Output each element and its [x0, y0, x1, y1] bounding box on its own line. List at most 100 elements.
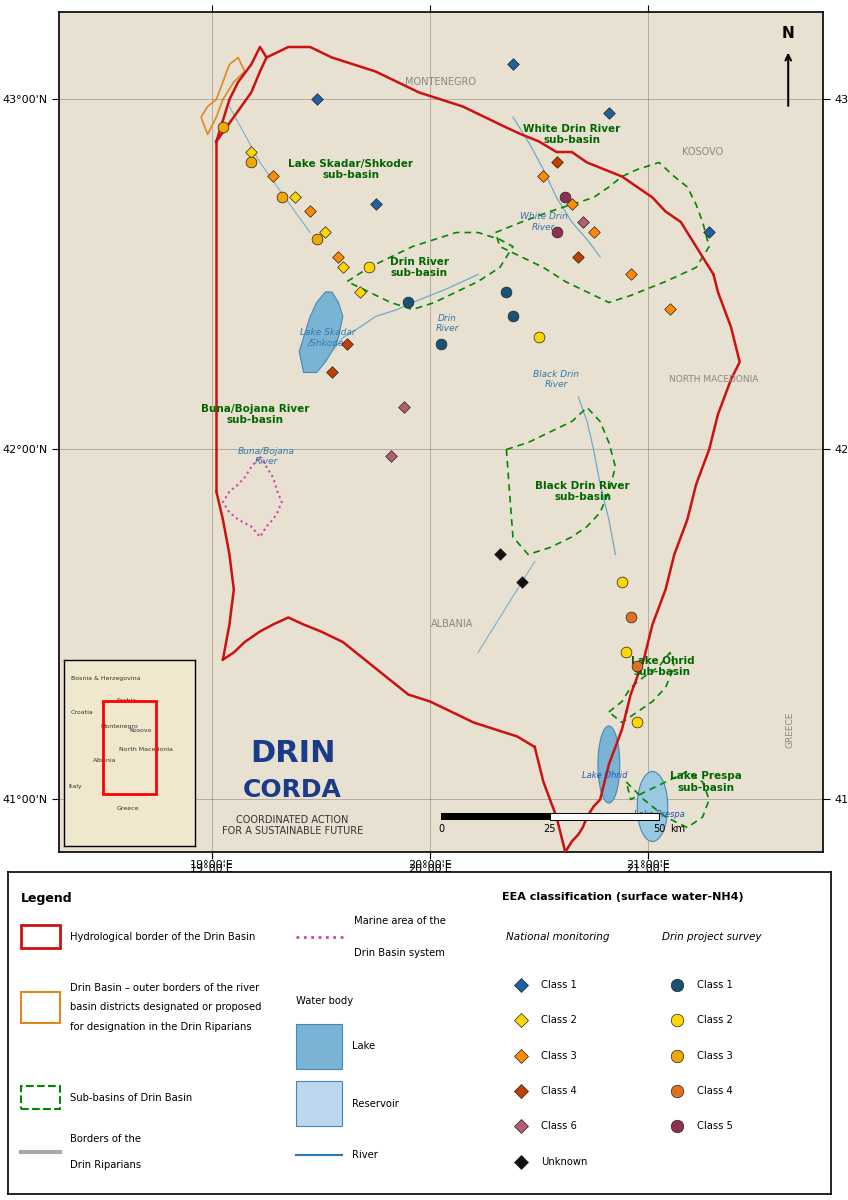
Text: N: N: [782, 26, 795, 41]
Polygon shape: [299, 292, 343, 372]
Text: CORDA: CORDA: [243, 778, 342, 802]
Text: DRIN: DRIN: [250, 739, 335, 768]
Text: Class 2: Class 2: [541, 1015, 577, 1025]
Text: Class 3: Class 3: [697, 1051, 733, 1061]
Point: [401, 293, 415, 312]
Text: Drin
River: Drin River: [436, 313, 459, 334]
Text: GREECE: GREECE: [785, 712, 795, 748]
Text: 21°00'E: 21°00'E: [626, 860, 670, 870]
Point: [576, 212, 589, 232]
Point: [336, 258, 349, 277]
Text: Reservoir: Reservoir: [352, 1099, 399, 1109]
Point: [587, 223, 600, 242]
Text: Montenegro: Montenegro: [100, 725, 138, 730]
Text: Buna/Bojana River
sub-basin: Buna/Bojana River sub-basin: [201, 403, 310, 425]
Point: [533, 328, 546, 347]
Text: Class 2: Class 2: [697, 1015, 733, 1025]
Point: [702, 223, 716, 242]
Point: [624, 265, 638, 284]
Text: 19°00'E: 19°00'E: [190, 860, 234, 870]
Point: [304, 202, 317, 221]
Text: River: River: [352, 1151, 378, 1160]
Point: [615, 572, 628, 592]
Text: Lake Ohrid: Lake Ohrid: [582, 772, 628, 780]
Text: Black Drin
River: Black Drin River: [533, 370, 579, 389]
Text: Croatia: Croatia: [70, 709, 93, 714]
Text: 50: 50: [653, 824, 665, 834]
Point: [244, 152, 258, 172]
Point: [362, 258, 376, 277]
Point: [244, 143, 258, 162]
Point: [288, 188, 302, 208]
FancyBboxPatch shape: [297, 1024, 342, 1068]
Text: Lake Ohrid
sub-basin: Lake Ohrid sub-basin: [631, 655, 695, 677]
Text: COORDINATED ACTION
FOR A SUSTAINABLE FUTURE: COORDINATED ACTION FOR A SUSTAINABLE FUT…: [222, 815, 363, 836]
Text: Lake Prespa
sub-basin: Lake Prespa sub-basin: [670, 772, 742, 793]
Text: Marine area of the: Marine area of the: [354, 916, 446, 925]
Text: Black Drin River
sub-basin: Black Drin River sub-basin: [535, 481, 630, 503]
Text: Lake Prespa: Lake Prespa: [633, 810, 684, 818]
Text: Water body: Water body: [297, 996, 354, 1006]
Text: North Macedonia: North Macedonia: [119, 746, 173, 751]
FancyBboxPatch shape: [297, 1081, 342, 1127]
Text: National monitoring: National monitoring: [506, 931, 610, 942]
Point: [565, 194, 578, 214]
Text: Class 1: Class 1: [697, 980, 733, 990]
Point: [275, 188, 288, 208]
Point: [369, 194, 382, 214]
Point: [332, 247, 345, 266]
Point: [216, 118, 230, 137]
Text: Class 6: Class 6: [541, 1122, 577, 1132]
Point: [310, 90, 323, 109]
Text: Albania: Albania: [92, 758, 116, 763]
Text: White Drin River
sub-basin: White Drin River sub-basin: [523, 124, 621, 145]
Point: [550, 223, 563, 242]
Text: Drin Basin system: Drin Basin system: [354, 948, 445, 958]
Text: White Drin
River: White Drin River: [520, 212, 567, 232]
Text: Class 3: Class 3: [541, 1051, 577, 1061]
Point: [506, 307, 520, 326]
Point: [310, 230, 323, 250]
Point: [572, 247, 585, 266]
Text: 0: 0: [438, 824, 444, 834]
Text: Lake: Lake: [352, 1042, 376, 1051]
Point: [354, 282, 367, 301]
Text: Class 1: Class 1: [541, 980, 577, 990]
Text: Class 4: Class 4: [541, 1086, 577, 1096]
Ellipse shape: [637, 772, 667, 841]
Text: Class 4: Class 4: [697, 1086, 733, 1096]
Text: Greece: Greece: [116, 806, 139, 811]
Point: [397, 398, 410, 418]
Point: [559, 188, 572, 208]
Text: Bosnia & Herzegovina: Bosnia & Herzegovina: [71, 676, 141, 682]
Text: Serbia: Serbia: [116, 698, 137, 703]
Point: [493, 545, 506, 564]
Text: basin districts designated or proposed: basin districts designated or proposed: [70, 1002, 262, 1013]
Point: [266, 167, 280, 186]
Text: Drin Basin – outer borders of the river: Drin Basin – outer borders of the river: [70, 983, 259, 994]
Text: 25: 25: [544, 824, 556, 834]
Text: Class 5: Class 5: [697, 1122, 733, 1132]
Text: Drin project survey: Drin project survey: [662, 931, 762, 942]
Text: km: km: [670, 824, 685, 834]
Point: [630, 656, 644, 676]
Point: [663, 300, 677, 319]
Point: [319, 223, 332, 242]
Text: Buna/Bojana
River: Buna/Bojana River: [238, 446, 295, 466]
Text: Lake Skadar/Shkoder
sub-basin: Lake Skadar/Shkoder sub-basin: [288, 158, 413, 180]
Text: Drin River
sub-basin: Drin River sub-basin: [389, 257, 449, 278]
Point: [325, 362, 338, 382]
Text: Sub-basins of Drin Basin: Sub-basins of Drin Basin: [70, 1092, 192, 1103]
Text: EEA classification (surface water-NH4): EEA classification (surface water-NH4): [502, 892, 744, 901]
Text: Drin Riparians: Drin Riparians: [70, 1160, 142, 1170]
Text: 20°00'E: 20°00'E: [408, 860, 452, 870]
Point: [340, 335, 354, 354]
Ellipse shape: [598, 726, 620, 803]
Text: Kosovo: Kosovo: [129, 728, 152, 733]
Point: [624, 608, 638, 628]
Text: Legend: Legend: [21, 892, 72, 905]
Text: for designation in the Drin Riparians: for designation in the Drin Riparians: [70, 1021, 252, 1032]
Text: Unknown: Unknown: [541, 1157, 587, 1166]
Point: [602, 104, 616, 124]
Point: [434, 335, 448, 354]
